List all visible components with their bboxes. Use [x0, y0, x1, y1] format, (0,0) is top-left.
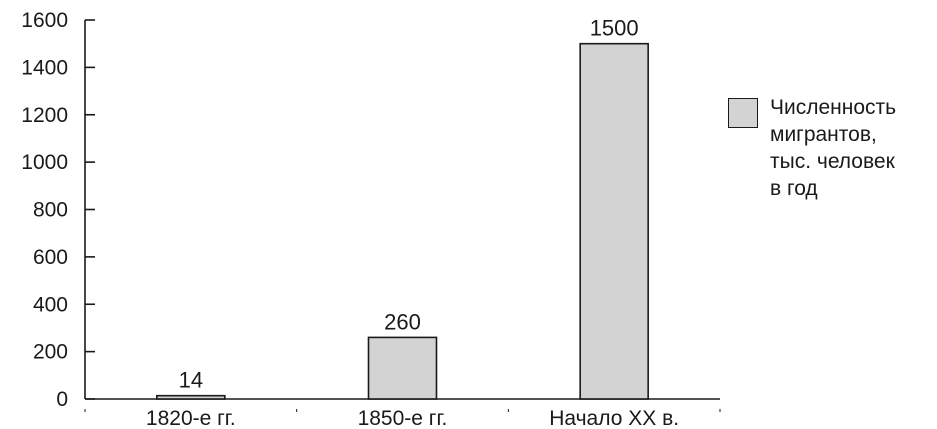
legend-label-line: тыс. человек: [770, 150, 895, 173]
y-tick-label: 0: [56, 388, 68, 411]
x-tick-label: Начало XX в.: [549, 407, 679, 429]
legend-label-line: в год: [770, 177, 818, 200]
y-tick-label: 200: [33, 341, 68, 364]
bar: [367, 336, 438, 400]
x-axis: 1820-е гг. 1850-е гг. Начало XX в.: [84, 398, 721, 429]
bar: [156, 394, 226, 400]
legend-label-line: Численность: [770, 96, 897, 119]
bar-value-labels: 14 260 1500: [179, 16, 639, 393]
bar-value-label: 1500: [590, 16, 639, 41]
y-tick-label: 1400: [21, 56, 68, 79]
y-tick-label: 600: [33, 246, 68, 269]
legend-swatch: [728, 98, 758, 128]
y-tick-label: 400: [33, 293, 68, 316]
x-tick-label: 1850-е гг.: [358, 407, 448, 429]
x-tick-label: 1820-е гг.: [146, 407, 236, 429]
y-tick-label: 800: [33, 199, 68, 222]
bar-value-label: 260: [384, 309, 421, 334]
bar-value-label: 14: [179, 368, 203, 393]
y-tick-label: 1200: [21, 104, 68, 127]
bar: [579, 42, 649, 400]
y-tick-label: 1600: [21, 9, 68, 32]
legend-label: Численность мигрантов, тыс. человек в го…: [770, 94, 896, 202]
legend: Численность мигрантов, тыс. человек в го…: [728, 94, 896, 202]
legend-label-line: мигрантов,: [770, 123, 877, 146]
y-axis: 0 200 400 600 800 1000 1200 1400 1600: [21, 9, 95, 411]
bars: [156, 42, 649, 400]
y-tick-label: 1000: [21, 151, 68, 174]
